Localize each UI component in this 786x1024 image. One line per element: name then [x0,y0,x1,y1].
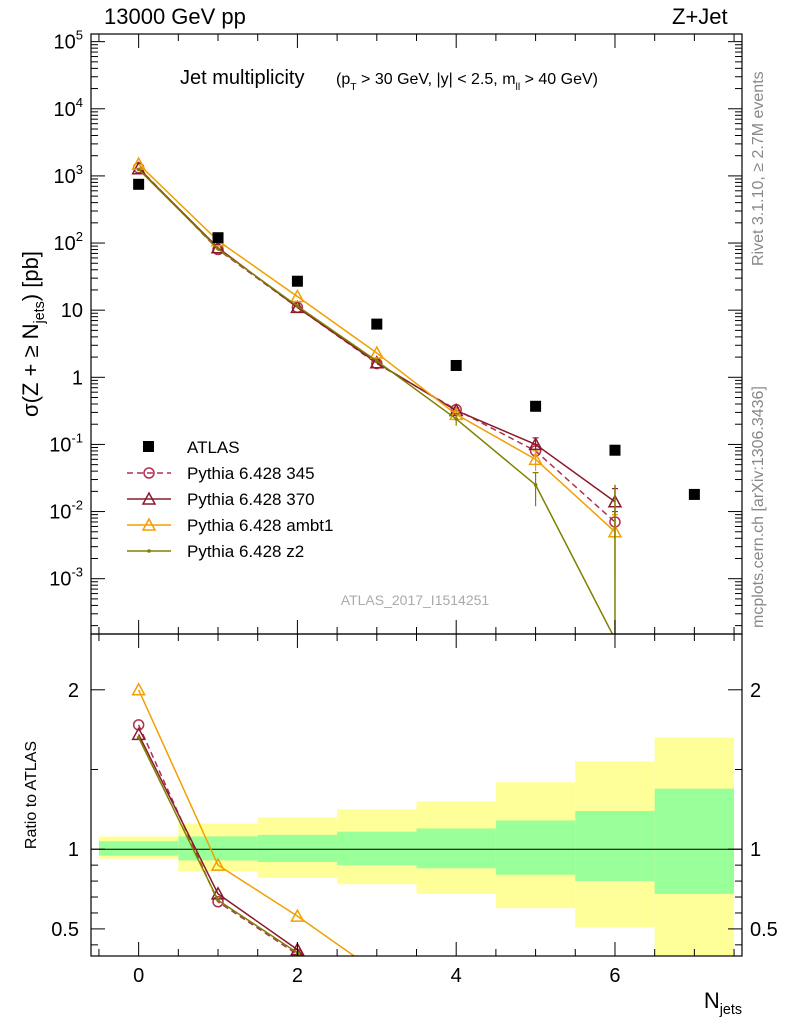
y-tick-label: 103​ [54,162,83,188]
series-marker [290,299,305,314]
chart-title: Jet multiplicity [180,67,304,89]
y-tick-label: 1 [72,367,83,389]
ratio-y-tick-label: 1 [68,839,79,861]
atlas-data-point [609,444,621,456]
rivet-version-label: Rivet 3.1.10, ≥ 2.7M events [750,71,767,266]
analysis-watermark: ATLAS_2017_I1514251 [341,592,490,608]
legend-marker [141,517,157,531]
ratio-series-line [137,724,301,956]
series-marker [210,240,226,254]
series-marker [533,483,538,487]
y-tick-label: 102​ [54,229,83,255]
x-tick-label: 2 [292,965,303,987]
atlas-data-point [530,400,542,412]
ratio-series-line [137,737,302,956]
legend-label: Pythia 6.428 370 [187,490,315,509]
ratio-series-line [137,734,305,956]
legend-label: ATLAS [187,438,240,457]
atlas-data-point [133,178,145,190]
ratio-series-marker [136,735,141,740]
legend-marker [147,549,151,553]
legend-label: Pythia 6.428 z2 [187,542,304,561]
uncertainty-band-inner [178,836,258,861]
uncertainty-band-inner [98,841,179,856]
x-tick-label: 0 [133,965,144,987]
uncertainty-band-inner [575,810,655,882]
ratio-series-marker [290,908,305,922]
y-tick-label: 10-2​ [49,498,83,524]
series-marker [131,161,146,175]
uncertainty-band-inner [337,831,417,866]
ratio-y-tick-label-right: 2 [750,680,761,702]
y-axis-label: σ(Z + ≥ Njets​) [pb] [18,251,48,417]
atlas-data-point [291,275,303,287]
y-tick-label: 10-3​ [49,565,83,591]
atlas-data-point [688,488,700,500]
x-tick-label: 6 [609,965,620,987]
series-marker [369,345,385,359]
series-marker [528,436,543,451]
chart-title-cuts: (pT​ > 30 GeV, |y| < 2.5, mll​ > 40 GeV) [336,71,598,93]
uncertainty-band-inner [495,820,576,875]
series-marker [528,451,543,466]
energy-label: 13000 GeV pp [104,4,246,29]
process-label: Z+Jet [672,4,728,29]
uncertainty-band-inner [416,828,496,869]
ratio-axis-label: Ratio to ATLAS [23,741,40,849]
atlas-data-point [212,232,224,244]
ratio-y-tick-label: 0.5 [51,919,79,941]
ratio-series-marker [210,857,226,871]
series-marker [136,167,141,172]
ratio-series-line [137,689,356,956]
ratio-series-marker [216,898,220,903]
legend-marker [143,467,155,479]
y-tick-label: 10-1​ [49,430,83,456]
y-tick-label: 104​ [54,95,83,121]
series-marker [290,288,305,303]
legend-label: Pythia 6.428 ambt1 [187,516,333,535]
ratio-curves [131,682,356,956]
x-tick-label: 4 [451,965,462,987]
ratio-series-marker [212,896,224,908]
ratio-y-tick-label-right: 1 [750,839,761,861]
ratio-series-marker [131,726,146,741]
x-axis-label: Njets​ [704,988,742,1018]
series-marker [369,355,385,369]
ratio-y-tick-label: 2 [68,680,79,702]
ratio-series-marker [131,682,146,696]
series-marker [216,247,220,251]
ratio-y-tick-label-right: 0.5 [750,919,778,941]
series-marker [454,417,458,421]
atlas-data-point [371,318,383,330]
atlas-data-point [450,359,462,371]
series-line [138,168,614,634]
legend-label: Pythia 6.428 345 [187,464,315,483]
uncertainty-band-inner [257,834,338,862]
series-marker [375,359,379,363]
source-label: mcplots.cern.ch [arXiv:1306.3436] [750,386,767,628]
main-curves [131,156,623,634]
series-marker [295,304,300,308]
y-tick-label: 10 [61,300,83,322]
legend-marker [141,491,157,505]
legend-marker-atlas [143,441,154,452]
uncertainty-band-inner [654,788,735,894]
y-tick-label: 105​ [54,28,83,54]
